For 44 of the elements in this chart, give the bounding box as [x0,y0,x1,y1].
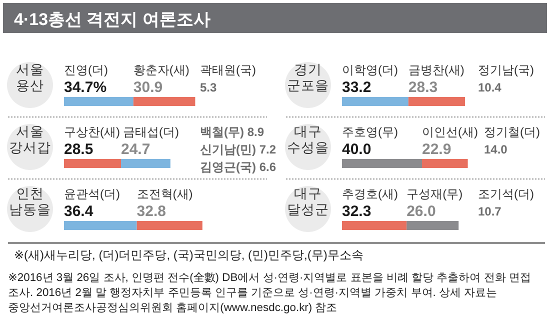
text: 정기남(국) [478,63,534,77]
text: 10.4 [478,80,502,94]
series-label: 금병찬(새) [408,63,464,77]
text: 신기남(민) 7.2 [200,142,276,156]
series-label: 조전혁(새) [136,187,193,201]
data-label: 24.7 [121,141,150,158]
data-label: 33.2 [342,79,372,96]
chart-title: 대구 달성군 [287,186,329,217]
series-label: 황춘자(새) [133,63,190,77]
series-label: 이학영(더) [342,63,398,77]
text: 5.3 [200,80,218,94]
data-label: 32.3 [342,203,372,220]
data-label: 40.0 [342,141,372,158]
text: 조기석(더) [478,187,534,201]
data-label: 34.7% [64,79,107,96]
text: 정기철(더) [484,125,540,139]
data-label: 26.0 [406,203,436,220]
data-label: 36.4 [64,203,94,220]
text: 곽태원(국) [200,63,256,77]
series-label: 진영(더) [64,63,108,77]
chart-title: 대구 수성을 [287,124,329,155]
series-label: 구성재(무) [406,187,463,201]
text: 4·13총선 격전지 여론조사 [14,10,210,29]
series-label: 구상찬(새) [64,125,120,139]
series-label: 금태섭(더) [123,125,179,139]
chart-title: 경기 군포을 [287,62,329,93]
data-label: 28.3 [408,79,438,96]
series-label: 주호영(무) [342,125,398,139]
chart-title: 인천 남동을 [9,186,51,217]
data-label: 32.8 [136,203,166,220]
text: 14.0 [484,142,508,156]
text: 김영근(국) 6.6 [200,160,276,174]
text: 10.7 [478,204,502,218]
series-label: 윤관석(더) [64,187,120,201]
text: ※(새)새누리당, (더)더민주당, (국)국민의당, (민)민주당,(무)무소속 [14,248,364,262]
chart-title: 서울 강서갑 [9,124,51,155]
data-label: 22.9 [422,141,452,158]
series-label: 추경호(새) [342,187,398,201]
text: ※2016년 3월 26일 조사, 인명편 전수(全數) DB에서 성·연령·지역별로 표본을 비례 할당 추출하여 전화 면접 조사. 2016년 2월 말 행정자치부 주민등록 인구를 기준으로 성·연령·지역별 가중치 부여. 상세 자료는 중앙선거여론조사공정심의위원회 홈페이지(www.nesdc.go.kr) 참조 [8,272,531,314]
series-label: 이인선(새) [422,125,478,139]
chart-title: 서울 용산 [16,62,44,93]
data-label: 28.5 [64,141,94,158]
data-label: 30.9 [133,79,163,96]
text: 백철(무) 8.9 [200,125,264,139]
